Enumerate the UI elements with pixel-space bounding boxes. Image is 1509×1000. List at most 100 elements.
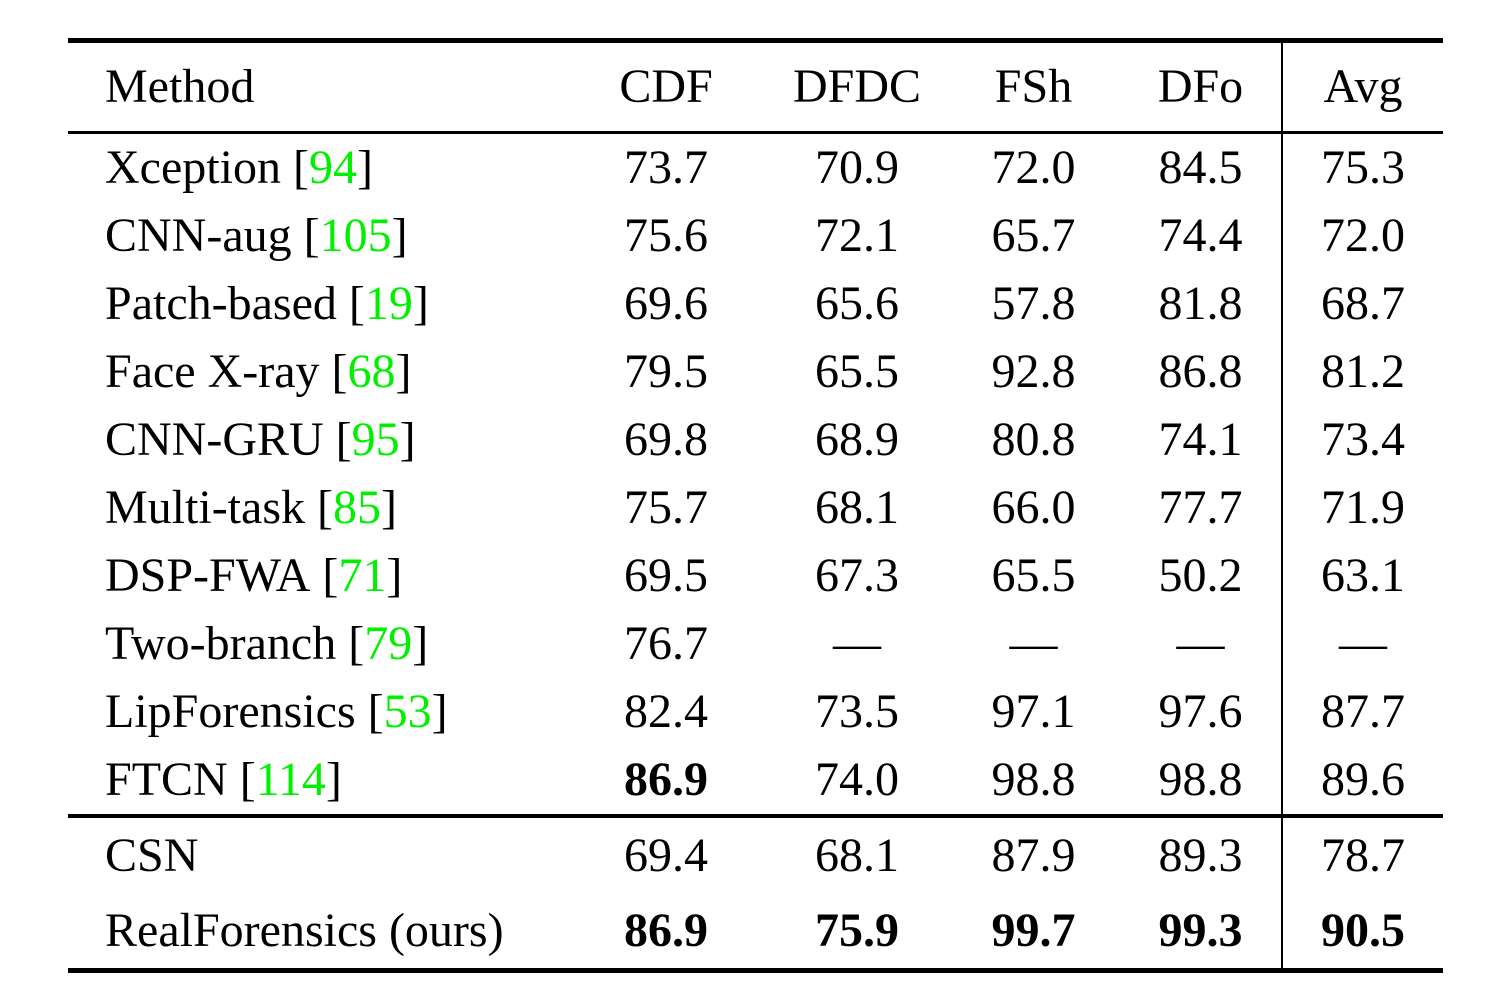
cell-dfdc: 65.6 (815, 277, 899, 330)
cell-fsh: 65.7 (991, 209, 1076, 262)
cell-fsh: 98.8 (947, 746, 1120, 818)
method-cell: DSP-FWA [71] (68, 542, 565, 610)
method-cell: RealForensics (ours) (68, 893, 565, 971)
method-cell: LipForensics [53] (68, 678, 565, 746)
citation-number-link[interactable]: 53 (383, 685, 432, 738)
citation: [114] (240, 753, 342, 806)
cell-dfdc: 70.9 (815, 141, 899, 194)
col-header-avg: Avg (1281, 40, 1443, 134)
citation-number-link[interactable]: 68 (347, 345, 396, 398)
method-name: CSN (105, 828, 199, 882)
citation-number-link[interactable]: 19 (364, 277, 413, 330)
cell-avg: 68.7 (1281, 270, 1443, 338)
method-name: CNN-GRU (105, 413, 324, 466)
table-row: Xception [94] 73.7 70.9 72.0 84.5 75.3 (68, 132, 1443, 203)
method-cell: Xception [94] (68, 133, 565, 203)
table-row: CNN-aug [105] 75.6 72.1 65.7 74.4 72.0 (68, 202, 1443, 270)
citation-bracket-close: ] (386, 549, 403, 602)
table-body-bottom: CSN 69.4 68.1 87.9 89.3 78.7 RealForensics (ou… (68, 816, 1443, 971)
citation-bracket-open: [ (367, 685, 384, 738)
table-header: Method CDF DFDC FSh DFo Avg (68, 40, 1443, 134)
citation: [79] (348, 617, 428, 670)
citation-bracket-open: [ (322, 549, 339, 602)
citation-number-link[interactable]: 114 (255, 753, 326, 806)
citation-bracket-close: ] (399, 413, 416, 466)
cell-dfo: 84.5 (1158, 141, 1243, 194)
citation-number-link[interactable]: 94 (308, 141, 357, 194)
method-cell: Face X-ray [68] (68, 338, 565, 406)
cell-fsh: — (1009, 617, 1058, 670)
citation: [71] (322, 549, 402, 602)
cell-cdf: 75.7 (624, 481, 708, 534)
table-body-main: Xception [94] 73.7 70.9 72.0 84.5 75.3 CNN-aug[… (68, 132, 1443, 818)
method-name: DSP-FWA (105, 549, 311, 602)
citation: [105] (304, 209, 408, 262)
citation-number-link[interactable]: 95 (351, 413, 400, 466)
cell-dfo: 86.8 (1158, 345, 1243, 398)
results-table: Method CDF DFDC FSh DFo Avg Xception [94]… (68, 38, 1443, 973)
citation: [95] (336, 413, 416, 466)
citation-bracket-open: [ (303, 209, 320, 262)
cell-avg: — (1281, 610, 1443, 678)
cell-avg: 73.4 (1281, 406, 1443, 474)
method-cell: FTCN [114] (68, 746, 565, 818)
col-header-cdf: CDF (565, 40, 767, 134)
table-row: Patch-based [19] 69.6 65.6 57.8 81.8 68.7 (68, 270, 1443, 338)
col-header-dfdc: DFDC (767, 40, 947, 134)
cell-dfo: 97.6 (1158, 685, 1243, 738)
citation-bracket-close: ] (356, 141, 373, 194)
cell-cdf: 79.5 (624, 345, 708, 398)
citation-number-link[interactable]: 85 (332, 481, 381, 534)
cell-dfdc: 65.5 (815, 345, 899, 398)
citation-bracket-close: ] (412, 617, 429, 670)
cell-dfdc: 68.1 (815, 481, 899, 534)
citation-bracket-open: [ (317, 481, 333, 534)
citation-number-link[interactable]: 105 (319, 209, 392, 262)
cell-fsh: 65.5 (991, 549, 1076, 602)
cell-cdf: 69.4 (624, 828, 708, 882)
cell-dfdc: 74.0 (767, 746, 947, 818)
citation-bracket-open: [ (335, 413, 352, 466)
cell-dfdc: 68.1 (815, 828, 899, 882)
method-cell: CNN-GRU [95] (68, 406, 565, 474)
cell-fsh: 72.0 (991, 141, 1076, 194)
citation-bracket-open: [ (348, 277, 365, 330)
method-cell: CSN (68, 816, 565, 893)
col-header-dfo: DFo (1120, 40, 1282, 134)
table-row: Two-branch [79] 76.7 — — — — (68, 610, 1443, 678)
cell-dfdc: 68.9 (815, 413, 899, 466)
cell-dfo: 81.8 (1158, 277, 1243, 330)
col-header-fsh: FSh (947, 40, 1120, 134)
cell-cdf: 75.6 (624, 209, 708, 262)
method-name: Patch-based (105, 277, 337, 330)
cell-fsh: 87.9 (991, 828, 1076, 882)
cell-dfdc: 72.1 (815, 209, 899, 262)
citation: [94] (293, 141, 373, 194)
table-row: CNN-GRU [95] 69.8 68.9 80.8 74.1 73.4 (68, 406, 1443, 474)
citation-number-link[interactable]: 71 (338, 549, 387, 602)
method-name: Xception (105, 141, 281, 194)
cell-dfo: 99.3 (1158, 903, 1243, 957)
header-row: Method CDF DFDC FSh DFo Avg (68, 40, 1443, 134)
table-row: CSN 69.4 68.1 87.9 89.3 78.7 (68, 816, 1443, 893)
citation: [68] (332, 345, 412, 398)
method-name: Two-branch (105, 617, 337, 670)
method-name: Multi-task (105, 481, 305, 534)
method-name: CNN-aug (105, 209, 292, 262)
cell-fsh: 80.8 (991, 413, 1076, 466)
cell-fsh: 57.8 (991, 277, 1076, 330)
citation-number-link[interactable]: 79 (364, 617, 413, 670)
cell-avg: 78.7 (1281, 816, 1443, 893)
citation-bracket-close: ] (395, 345, 412, 398)
cell-avg: 87.7 (1281, 678, 1443, 746)
citation-bracket-close: ] (412, 277, 429, 330)
cell-fsh: 92.8 (991, 345, 1076, 398)
citation: [85] (317, 481, 397, 534)
citation-bracket-open: [ (348, 617, 365, 670)
cell-avg: 81.2 (1281, 338, 1443, 406)
cell-cdf: 69.8 (624, 413, 708, 466)
cell-cdf: 82.4 (624, 685, 708, 738)
cell-dfo: — (1176, 617, 1225, 670)
cell-avg: 63.1 (1281, 542, 1443, 610)
citation-bracket-open: [ (239, 753, 256, 806)
